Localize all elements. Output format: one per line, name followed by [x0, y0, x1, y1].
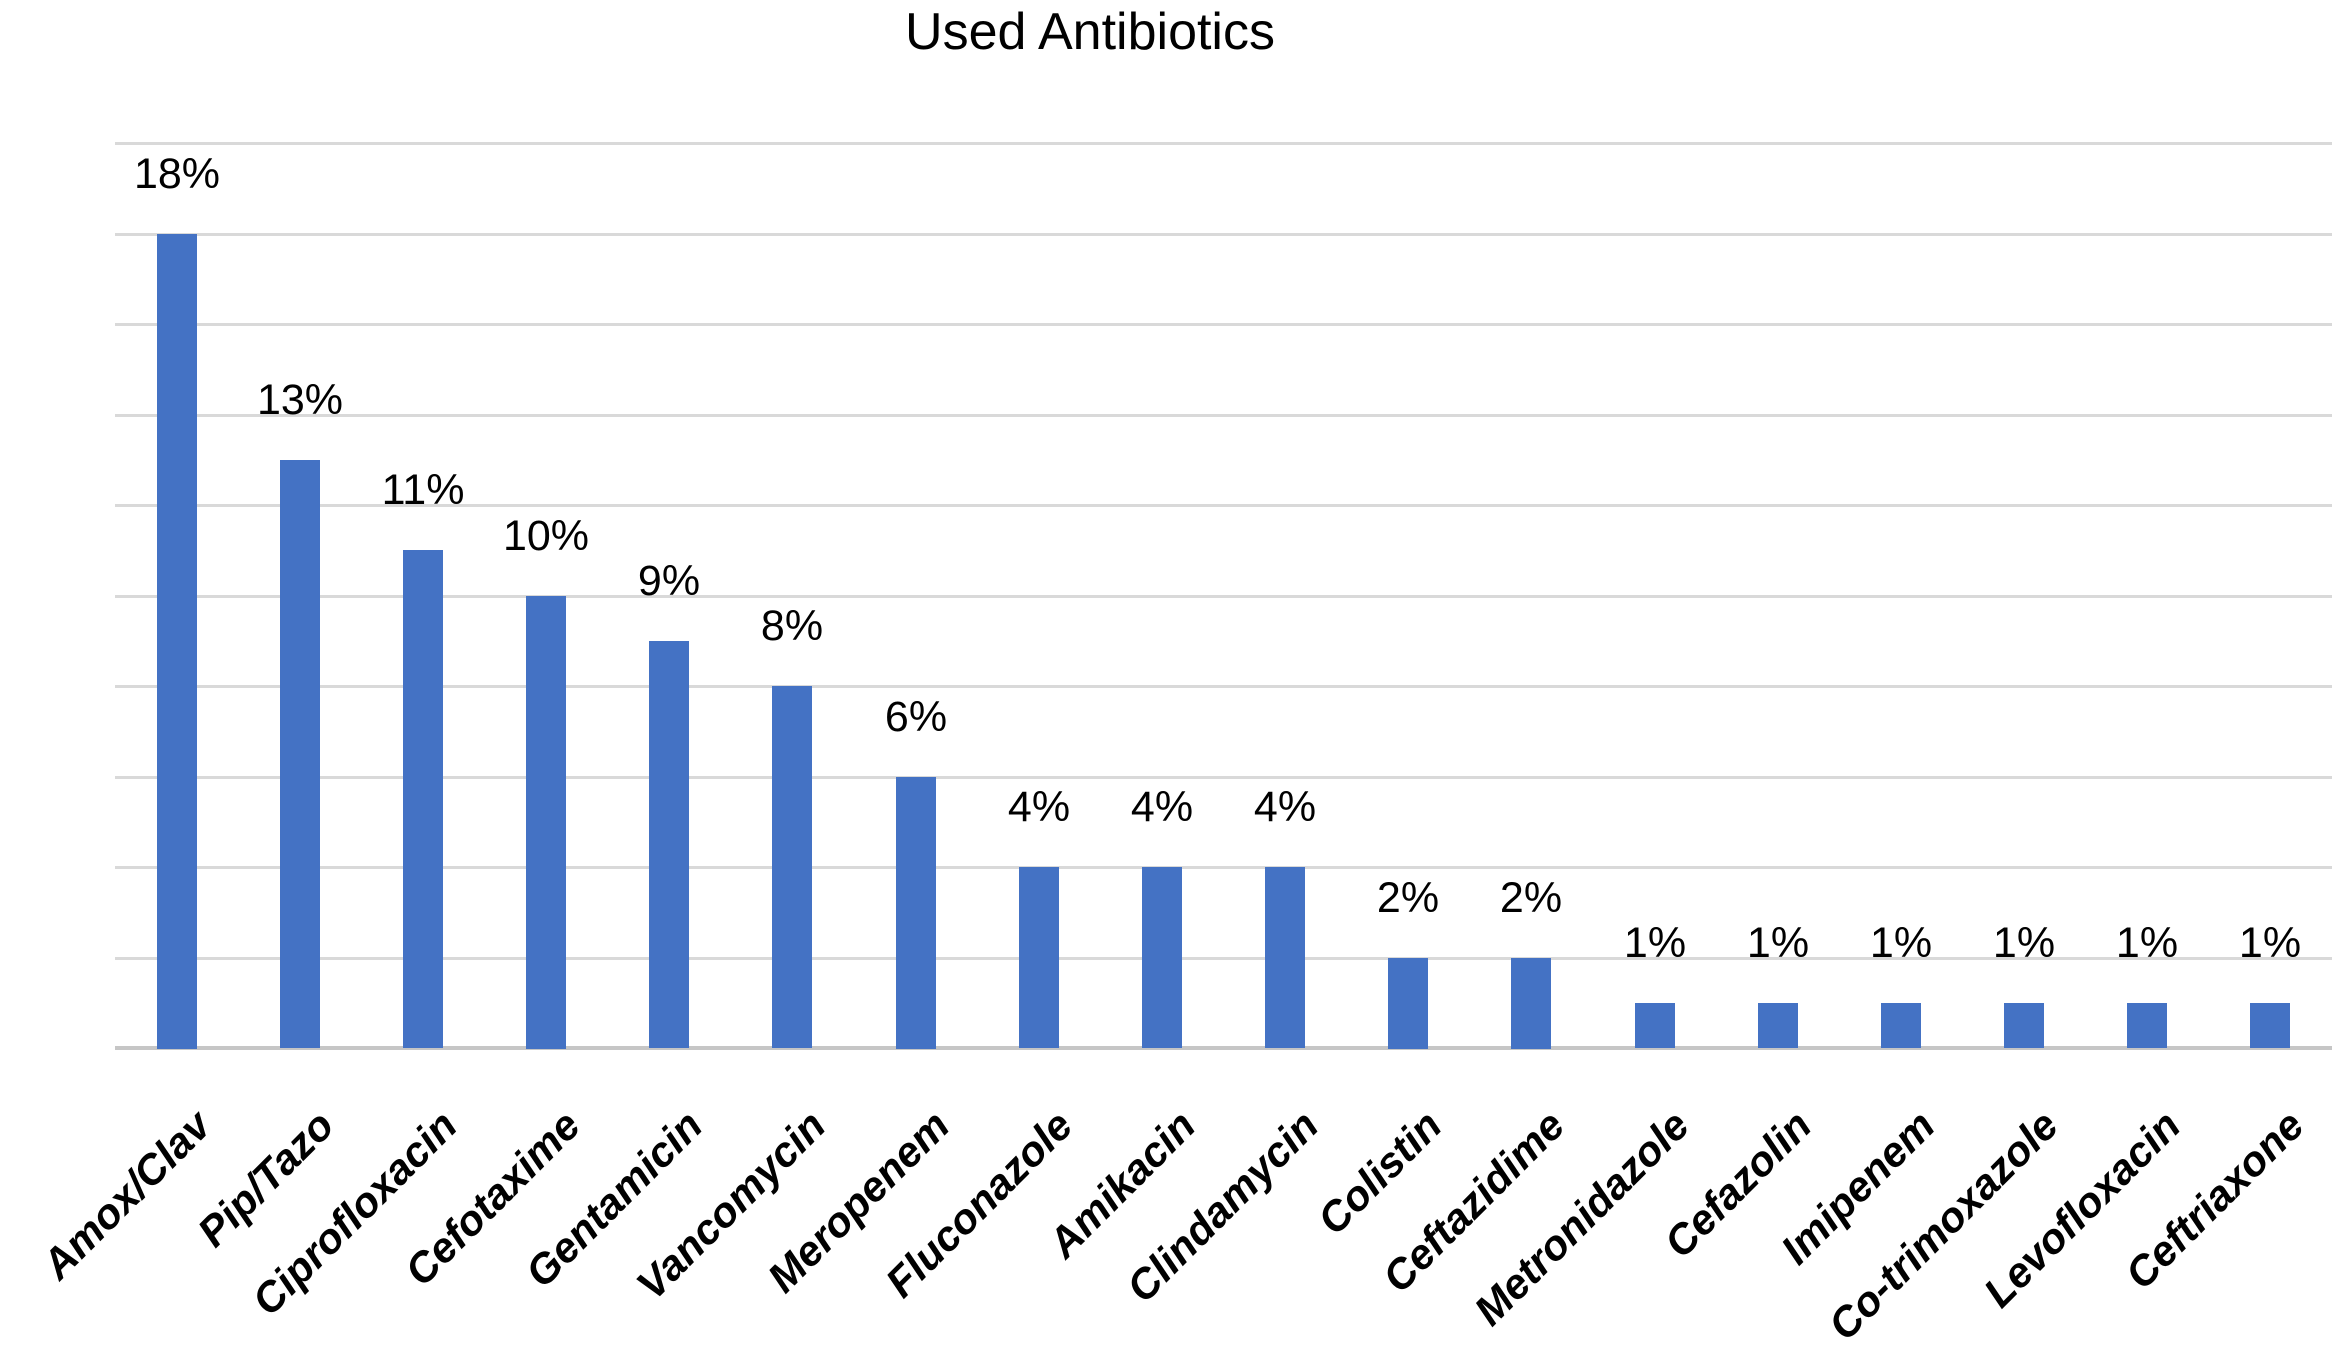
- value-label: 1%: [1746, 919, 1810, 967]
- value-label: 4%: [1253, 783, 1317, 831]
- value-label: 9%: [637, 557, 701, 605]
- bar: [1511, 958, 1551, 1049]
- value-label: 1%: [2115, 919, 2179, 967]
- bar: [526, 596, 566, 1049]
- bar: [2004, 1003, 2044, 1048]
- value-label: 11%: [381, 466, 465, 514]
- bar: [1019, 867, 1059, 1048]
- gridline: [115, 595, 2332, 598]
- gridline: [115, 685, 2332, 688]
- bar: [403, 550, 443, 1048]
- gridline: [115, 142, 2332, 145]
- category-label: Metronidazole: [1464, 1101, 1698, 1335]
- bar: [280, 460, 320, 1048]
- value-label: 6%: [884, 693, 948, 741]
- value-label: 18%: [133, 150, 221, 198]
- gridline: [115, 233, 2332, 236]
- bar: [157, 234, 197, 1049]
- bar: [896, 777, 936, 1049]
- category-label: Amox/Clav: [32, 1101, 220, 1289]
- bar: [1635, 1003, 1675, 1048]
- value-label: 13%: [256, 376, 344, 424]
- gridline: [115, 866, 2332, 869]
- bar: [1758, 1003, 1798, 1048]
- x-axis-line: [115, 1046, 2332, 1050]
- value-label: 1%: [1869, 919, 1933, 967]
- value-label: 2%: [1376, 874, 1440, 922]
- value-label: 1%: [1623, 919, 1687, 967]
- value-label: 4%: [1130, 783, 1194, 831]
- value-label: 4%: [1007, 783, 1071, 831]
- gridline: [115, 957, 2332, 960]
- chart-title: Used Antibiotics: [905, 3, 1275, 61]
- bar: [2127, 1003, 2167, 1048]
- value-label: 1%: [1992, 919, 2056, 967]
- bar: [1388, 958, 1428, 1049]
- value-label: 2%: [1499, 874, 1563, 922]
- bar: [772, 686, 812, 1048]
- bar: [2250, 1003, 2290, 1048]
- gridline: [115, 504, 2332, 507]
- gridline: [115, 323, 2332, 326]
- bar: [1265, 867, 1305, 1048]
- bar: [1881, 1003, 1921, 1048]
- gridline: [115, 414, 2332, 417]
- value-label: 8%: [760, 602, 824, 650]
- category-label: Co-trimoxazole: [1818, 1101, 2067, 1350]
- bar: [1142, 867, 1182, 1048]
- value-label: 1%: [2238, 919, 2302, 967]
- bar: [649, 641, 689, 1048]
- value-label: 10%: [502, 512, 590, 560]
- gridline: [115, 776, 2332, 779]
